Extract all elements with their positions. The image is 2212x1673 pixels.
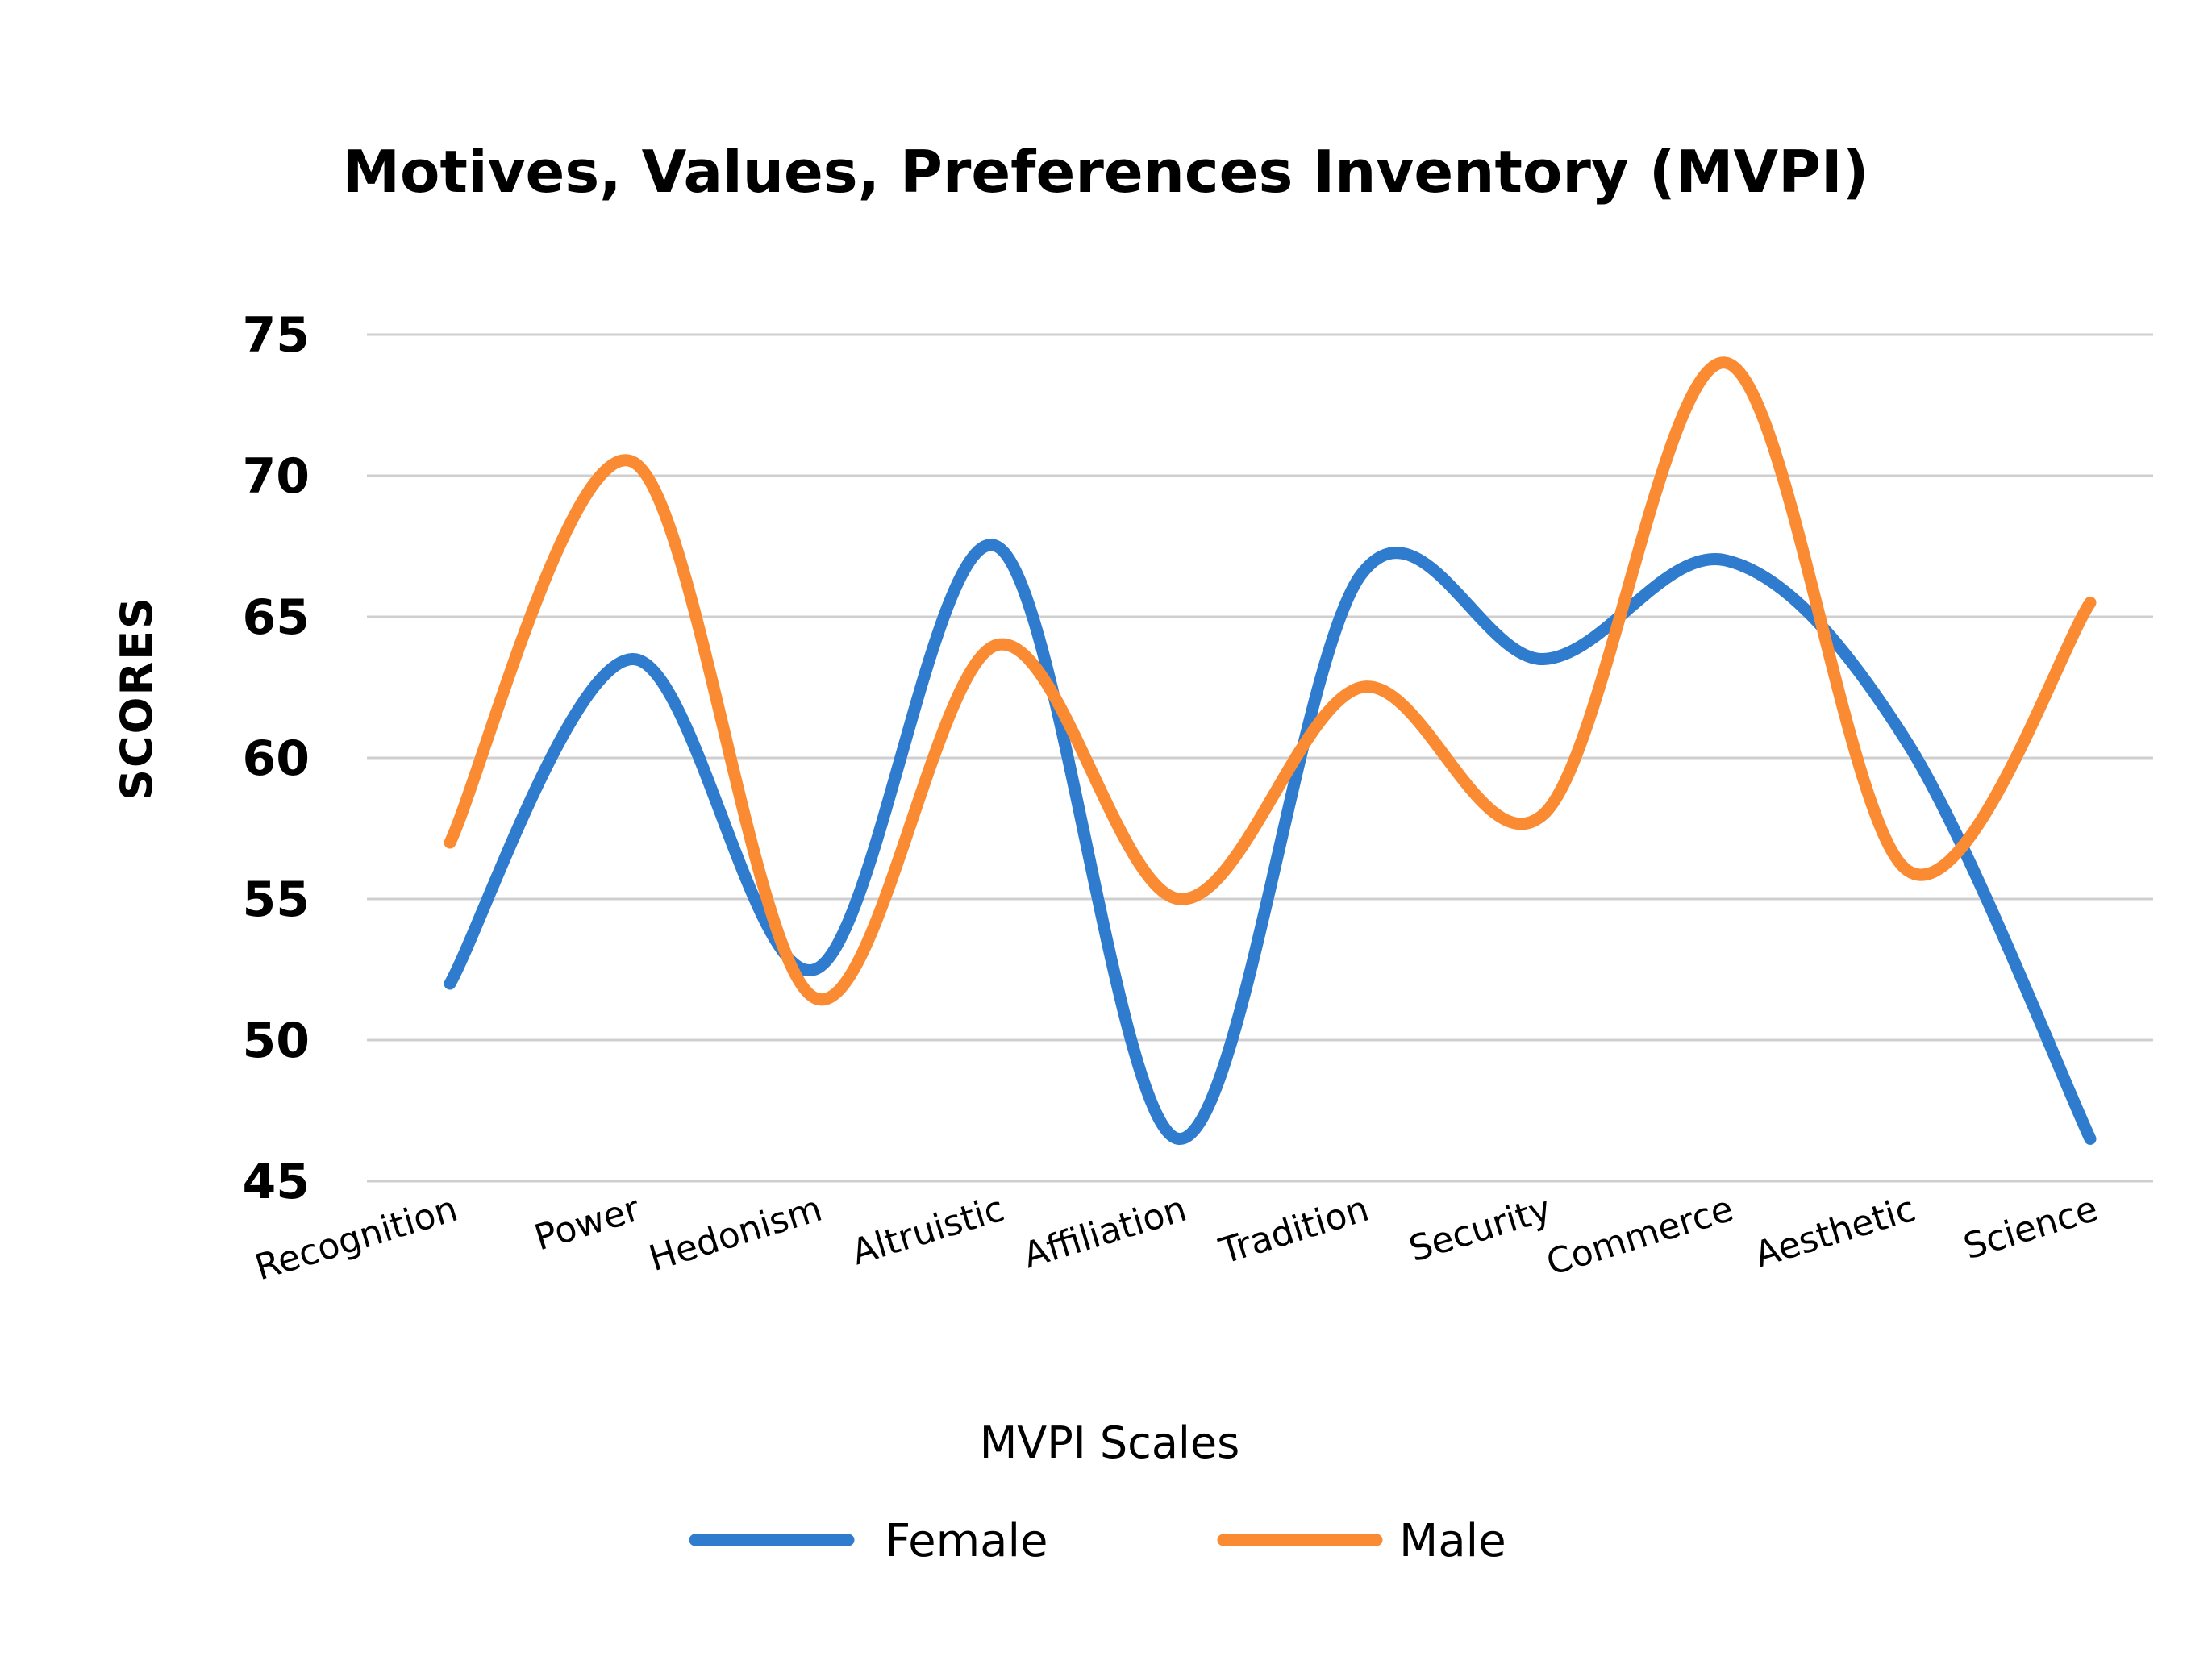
y-axis-label: SCORES [111, 596, 162, 801]
y-tick-label: 70 [243, 448, 310, 505]
x-tick-label: Aesthetic [1750, 1188, 1920, 1276]
x-tick-label: Altruistic [847, 1188, 1009, 1274]
x-tick-label: Tradition [1214, 1188, 1373, 1273]
x-tick-label: Power [530, 1188, 645, 1259]
series-line-female [444, 539, 2097, 1145]
x-axis-label: MVPI Scales [980, 1417, 1240, 1468]
y-tick-label: 50 [243, 1013, 310, 1069]
x-tick-label: Affiliation [1019, 1188, 1191, 1277]
x-tick-label: Security [1405, 1188, 1556, 1271]
gridlines [367, 333, 2153, 1183]
x-tick-label: Commerce [1542, 1188, 1738, 1284]
series-line-male [444, 356, 2097, 1006]
y-tick-label: 65 [243, 589, 310, 646]
x-tick-label: Science [1959, 1188, 2102, 1268]
legend-label-male: Male [1399, 1515, 1506, 1567]
y-tick-label: 45 [243, 1154, 310, 1210]
legend-label-female: Female [885, 1515, 1048, 1567]
y-tick-label: 55 [243, 872, 310, 928]
series-lines [444, 356, 2097, 1145]
y-tick-label: 75 [243, 307, 310, 364]
chart-title: Motives, Values, Preferences Inventory (… [342, 138, 1868, 206]
y-tick-label: 60 [243, 730, 310, 787]
x-tick-label: Hedonism [644, 1188, 827, 1280]
legend: Female Male [689, 1515, 1506, 1567]
x-axis-ticks: Recognition Power Hedonism Altruistic Affili… [251, 1188, 2103, 1288]
y-axis-ticks: 45 50 55 60 65 70 75 [243, 307, 310, 1210]
